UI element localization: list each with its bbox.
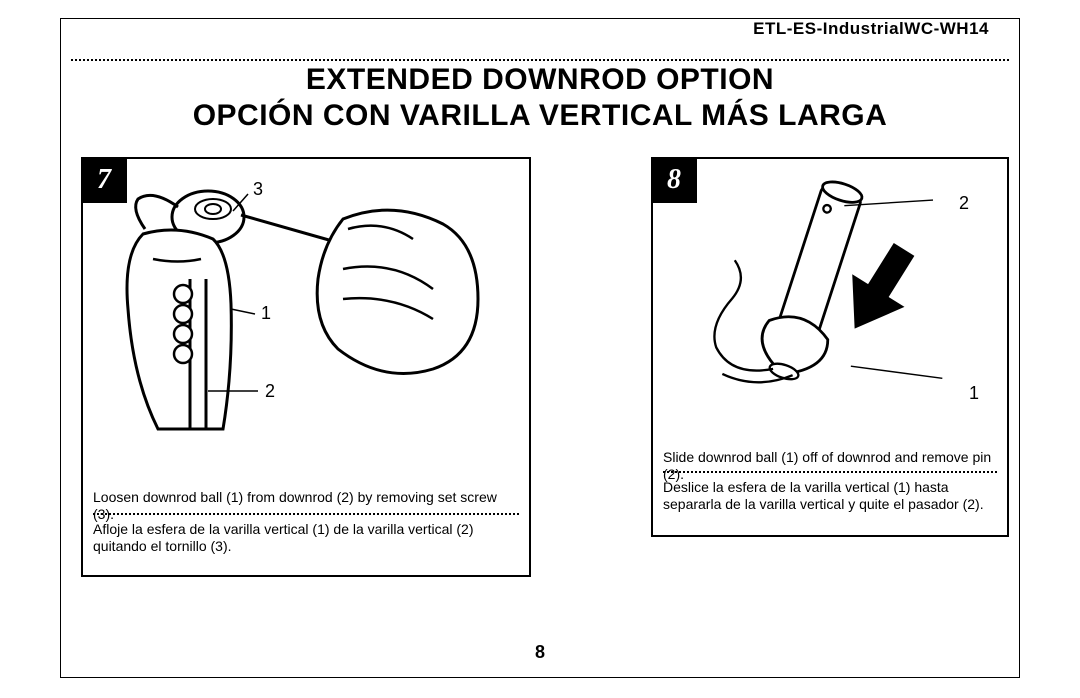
caption-en-7: Loosen downrod ball (1) from downrod (2)…	[93, 489, 519, 523]
callout-1: 1	[261, 303, 271, 324]
caption-es-7: Afloje la esfera de la varilla vertical …	[93, 521, 519, 555]
caption-divider-7	[93, 513, 519, 515]
title-block: EXTENDED DOWNROD OPTION OPCIÓN CON VARIL…	[61, 63, 1019, 133]
caption-es-8: Deslice la esfera de la varilla vertical…	[663, 479, 997, 513]
step-panel-7: 7	[81, 157, 531, 577]
title-english: EXTENDED DOWNROD OPTION	[61, 63, 1019, 97]
callout-2: 2	[265, 381, 275, 402]
illustration-step-7	[83, 159, 533, 459]
callout-3: 3	[253, 179, 263, 200]
top-divider	[71, 59, 1009, 61]
caption-divider-8	[663, 471, 997, 473]
step-panel-8: 8 2 1 Slide do	[651, 157, 1009, 537]
manual-page: ETL-ES-IndustrialWC-WH14 EXTENDED DOWNRO…	[60, 18, 1020, 678]
page-number: 8	[61, 642, 1019, 663]
model-number: ETL-ES-IndustrialWC-WH14	[753, 19, 989, 39]
caption-en-8: Slide downrod ball (1) off of downrod an…	[663, 449, 997, 483]
callout-2: 2	[959, 193, 969, 214]
title-spanish: OPCIÓN CON VARILLA VERTICAL MÁS LARGA	[61, 99, 1019, 133]
callout-1: 1	[969, 383, 979, 404]
illustration-step-8	[653, 159, 987, 439]
